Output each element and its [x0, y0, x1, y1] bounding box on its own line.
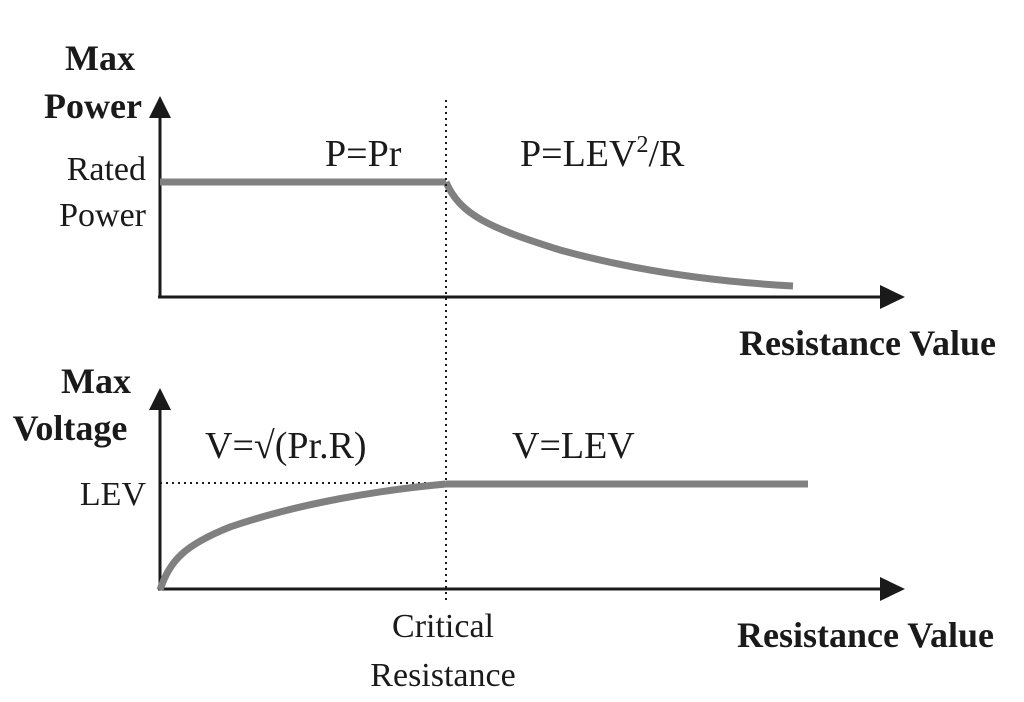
top-power-decay-curve	[442, 180, 794, 290]
bottom-y-axis-label-line1: Max	[61, 361, 131, 401]
bottom-y-axis-arrow	[149, 388, 171, 410]
critical-resistance-label-line2: Resistance	[370, 657, 515, 694]
top-y-axis-label-line2: Power	[44, 86, 142, 126]
bottom-formula-right: V=LEV	[512, 425, 635, 467]
bottom-x-axis-arrow	[880, 577, 905, 601]
top-y-axis-arrow	[149, 96, 171, 118]
critical-resistance-label-line1: Critical	[392, 608, 494, 645]
bottom-y-tick-lev: LEV	[80, 476, 147, 513]
bottom-x-axis-label: Resistance Value	[737, 615, 994, 655]
top-panel: Max Power Rated Power P=Pr P=LEV2/R Resi…	[44, 38, 996, 363]
top-formula-right: P=LEV2/R	[520, 132, 685, 175]
bottom-panel: Max Voltage LEV V=√(Pr.R) V=LEV Resistan…	[13, 361, 994, 694]
top-formula-right-sup: 2	[636, 132, 648, 158]
top-formula-right-base: P=LEV	[520, 133, 637, 175]
top-x-axis-arrow	[880, 285, 905, 309]
top-formula-right-tail: /R	[648, 133, 685, 175]
top-y-axis-label-line1: Max	[65, 38, 135, 78]
bottom-formula-left: V=√(Pr.R)	[205, 425, 367, 467]
bottom-voltage-rise-curve	[156, 480, 447, 592]
top-y-tick-rated-line1: Rated	[67, 151, 146, 188]
top-x-axis-label: Resistance Value	[739, 323, 996, 363]
top-formula-left: P=Pr	[325, 133, 402, 175]
top-y-tick-rated-line2: Power	[59, 197, 147, 234]
bottom-y-axis-label-line2: Voltage	[13, 408, 128, 448]
